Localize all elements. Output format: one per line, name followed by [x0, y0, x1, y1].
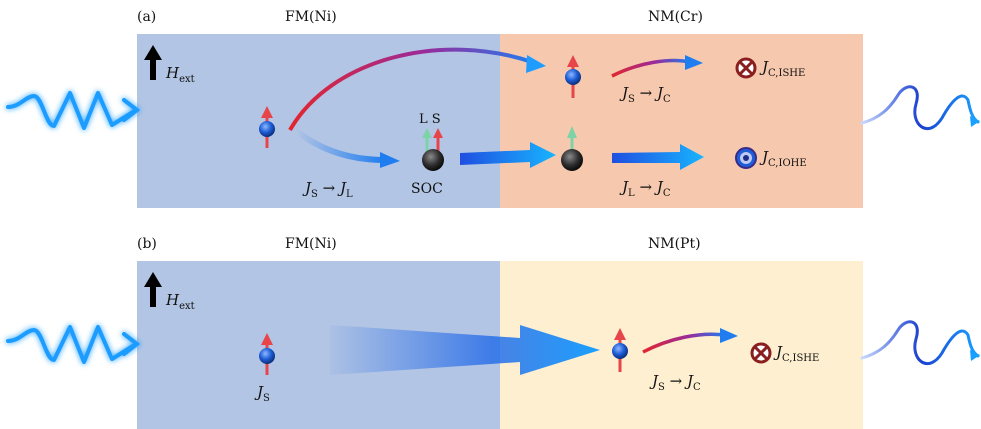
electron-fm-a	[259, 106, 275, 148]
spin-flow-arrow-b	[330, 325, 600, 375]
panel-b-fm-title: FM(Ni)	[285, 236, 337, 252]
jl-to-jc-label: JL → JC	[622, 178, 671, 199]
electron-nm-b	[612, 328, 628, 372]
orbital-conversion-arrow-a	[293, 127, 400, 168]
thz-wave-icon	[860, 320, 980, 366]
into-page-icon	[750, 342, 772, 364]
panel-a-nm-title: NM(Cr)	[648, 9, 703, 25]
soc-label: SOC	[411, 181, 443, 197]
panel-a-label: (a)	[137, 9, 157, 25]
ishe-arc-a	[611, 55, 703, 78]
panel-a-fm-title: FM(Ni)	[285, 9, 337, 25]
field-arrow-icon	[144, 272, 162, 307]
js-label-b: JS	[257, 383, 270, 404]
js-to-jc-label-b: JS → JC	[652, 372, 701, 393]
ishe-label-a: JC,ISHE	[762, 58, 806, 79]
soc-atom	[422, 128, 444, 171]
field-label-b: Hext	[166, 291, 195, 312]
ls-label: L S	[419, 112, 441, 127]
spin-current-arc-a	[288, 47, 546, 131]
panel-a-fm-region	[137, 34, 500, 208]
field-label-a: Hext	[166, 64, 195, 85]
electron-fm-b	[259, 333, 275, 375]
laser-pulse-icon	[6, 325, 141, 364]
js-to-jc-label-a: JS → JC	[622, 84, 671, 105]
ishe-arc-b	[642, 328, 738, 354]
orbital-flow-arrow-a	[460, 142, 556, 168]
js-to-jl-label: JS → JL	[305, 179, 353, 200]
orbital-ball-nm-a	[561, 126, 583, 171]
iohe-arrow-a	[612, 144, 704, 170]
field-arrow-icon	[144, 45, 162, 80]
out-of-page-icon	[735, 147, 757, 169]
thz-wave-icon	[860, 85, 980, 131]
ishe-label-b: JC,ISHE	[776, 343, 820, 364]
laser-pulse-icon	[6, 91, 141, 130]
panel-a-nm-region	[500, 34, 863, 208]
panel-b-nm-title: NM(Pt)	[648, 236, 701, 252]
into-page-icon	[735, 57, 757, 79]
panel-b-label: (b)	[137, 236, 157, 252]
iohe-label-a: JC,IOHE	[762, 148, 807, 169]
electron-nm-a	[565, 55, 581, 98]
